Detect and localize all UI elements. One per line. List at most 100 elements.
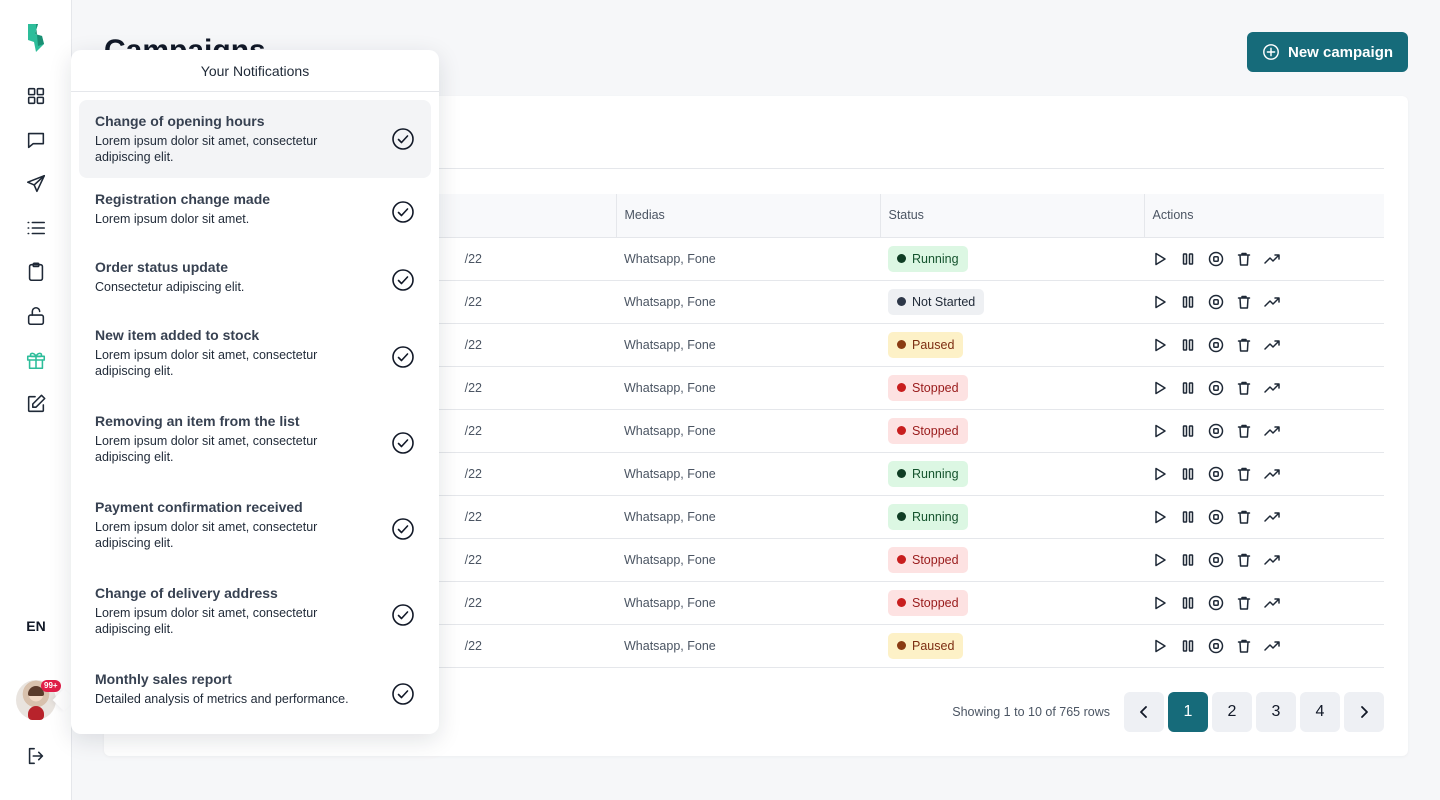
trash-icon[interactable] xyxy=(1236,337,1252,353)
message-icon[interactable] xyxy=(24,128,48,152)
pause-icon[interactable] xyxy=(1180,380,1196,396)
status-label: Stopped xyxy=(912,423,959,438)
notification-item[interactable]: Payment confirmation received Lorem ipsu… xyxy=(79,486,431,572)
check-circle-icon[interactable] xyxy=(391,345,415,369)
page-button-4[interactable]: 4 xyxy=(1300,692,1340,732)
trending-up-icon[interactable] xyxy=(1264,380,1280,396)
trash-icon[interactable] xyxy=(1236,638,1252,654)
pause-icon[interactable] xyxy=(1180,251,1196,267)
stop-icon[interactable] xyxy=(1208,251,1224,267)
play-icon[interactable] xyxy=(1152,251,1168,267)
gift-icon[interactable] xyxy=(24,348,48,372)
actions-cell xyxy=(1144,279,1384,323)
table-row[interactable]: /22 Whatsapp, Fone Stopped xyxy=(128,537,1384,581)
notification-item[interactable]: Change of opening hours Lorem ipsum dolo… xyxy=(79,100,431,178)
stop-icon[interactable] xyxy=(1208,337,1224,353)
notification-item[interactable]: Registration change made Lorem ipsum dol… xyxy=(79,178,431,246)
pause-icon[interactable] xyxy=(1180,638,1196,654)
play-icon[interactable] xyxy=(1152,423,1168,439)
trending-up-icon[interactable] xyxy=(1264,251,1280,267)
page-button-2[interactable]: 2 xyxy=(1212,692,1252,732)
check-circle-icon[interactable] xyxy=(391,517,415,541)
play-icon[interactable] xyxy=(1152,552,1168,568)
page-button-1[interactable]: 1 xyxy=(1168,692,1208,732)
column-header-status[interactable]: Status xyxy=(879,194,1144,237)
trash-icon[interactable] xyxy=(1236,380,1252,396)
notification-item[interactable]: Monthly sales report Detailed analysis o… xyxy=(79,658,431,730)
check-circle-icon[interactable] xyxy=(391,603,415,627)
logout-icon[interactable] xyxy=(24,744,48,768)
trending-up-icon[interactable] xyxy=(1264,552,1280,568)
play-icon[interactable] xyxy=(1152,595,1168,611)
status-badge: Running xyxy=(888,460,968,487)
list-icon[interactable] xyxy=(24,216,48,240)
trending-up-icon[interactable] xyxy=(1264,423,1280,439)
trending-up-icon[interactable] xyxy=(1264,638,1280,654)
trending-up-icon[interactable] xyxy=(1264,595,1280,611)
avatar[interactable]: 99+ xyxy=(16,680,61,720)
lock-icon[interactable] xyxy=(24,304,48,328)
check-circle-icon[interactable] xyxy=(391,200,415,224)
stop-icon[interactable] xyxy=(1208,638,1224,654)
trash-icon[interactable] xyxy=(1236,466,1252,482)
status-dot xyxy=(897,254,906,263)
column-header-medias[interactable]: Medias xyxy=(615,194,880,237)
brand-logo[interactable] xyxy=(24,22,48,54)
play-icon[interactable] xyxy=(1152,337,1168,353)
status-dot xyxy=(897,641,906,650)
pause-icon[interactable] xyxy=(1180,552,1196,568)
stop-icon[interactable] xyxy=(1208,552,1224,568)
pause-icon[interactable] xyxy=(1180,595,1196,611)
trash-icon[interactable] xyxy=(1236,423,1252,439)
check-circle-icon[interactable] xyxy=(391,127,415,151)
status-badge: Not Started xyxy=(888,288,985,315)
check-circle-icon[interactable] xyxy=(391,682,415,706)
play-icon[interactable] xyxy=(1152,380,1168,396)
play-icon[interactable] xyxy=(1152,294,1168,310)
stop-icon[interactable] xyxy=(1208,509,1224,525)
play-icon[interactable] xyxy=(1152,509,1168,525)
language-selector[interactable]: EN xyxy=(26,618,46,634)
notification-badge: 99+ xyxy=(41,680,61,692)
next-page-button[interactable] xyxy=(1344,692,1384,732)
table-row[interactable]: /22 Whatsapp, Fone Stopped xyxy=(128,365,1384,409)
stop-icon[interactable] xyxy=(1208,595,1224,611)
send-icon[interactable] xyxy=(24,172,48,196)
status-badge: Stopped xyxy=(888,589,968,616)
page-button-3[interactable]: 3 xyxy=(1256,692,1296,732)
stop-icon[interactable] xyxy=(1208,466,1224,482)
trash-icon[interactable] xyxy=(1236,294,1252,310)
stop-icon[interactable] xyxy=(1208,294,1224,310)
status-cell: Stopped xyxy=(880,537,1144,581)
stop-icon[interactable] xyxy=(1208,423,1224,439)
trending-up-icon[interactable] xyxy=(1264,294,1280,310)
edit-icon[interactable] xyxy=(24,392,48,416)
play-icon[interactable] xyxy=(1152,638,1168,654)
pause-icon[interactable] xyxy=(1180,423,1196,439)
new-campaign-button[interactable]: New campaign xyxy=(1247,32,1408,72)
status-dot xyxy=(897,383,906,392)
trash-icon[interactable] xyxy=(1236,509,1252,525)
notification-title: Monthly sales report xyxy=(95,671,232,687)
notification-item[interactable]: Removing an item from the list Lorem ips… xyxy=(79,400,431,486)
notification-item[interactable]: Order status update Consectetur adipisci… xyxy=(79,246,431,314)
trending-up-icon[interactable] xyxy=(1264,466,1280,482)
check-circle-icon[interactable] xyxy=(391,431,415,455)
prev-page-button[interactable] xyxy=(1124,692,1164,732)
pause-icon[interactable] xyxy=(1180,509,1196,525)
trending-up-icon[interactable] xyxy=(1264,509,1280,525)
pause-icon[interactable] xyxy=(1180,294,1196,310)
trash-icon[interactable] xyxy=(1236,552,1252,568)
grid-icon[interactable] xyxy=(24,84,48,108)
check-circle-icon[interactable] xyxy=(391,268,415,292)
play-icon[interactable] xyxy=(1152,466,1168,482)
notification-item[interactable]: Change of delivery address Lorem ipsum d… xyxy=(79,572,431,658)
pause-icon[interactable] xyxy=(1180,337,1196,353)
trash-icon[interactable] xyxy=(1236,251,1252,267)
stop-icon[interactable] xyxy=(1208,380,1224,396)
notification-item[interactable]: New item added to stock Lorem ipsum dolo… xyxy=(79,314,431,400)
trash-icon[interactable] xyxy=(1236,595,1252,611)
trending-up-icon[interactable] xyxy=(1264,337,1280,353)
clipboard-icon[interactable] xyxy=(24,260,48,284)
pause-icon[interactable] xyxy=(1180,466,1196,482)
